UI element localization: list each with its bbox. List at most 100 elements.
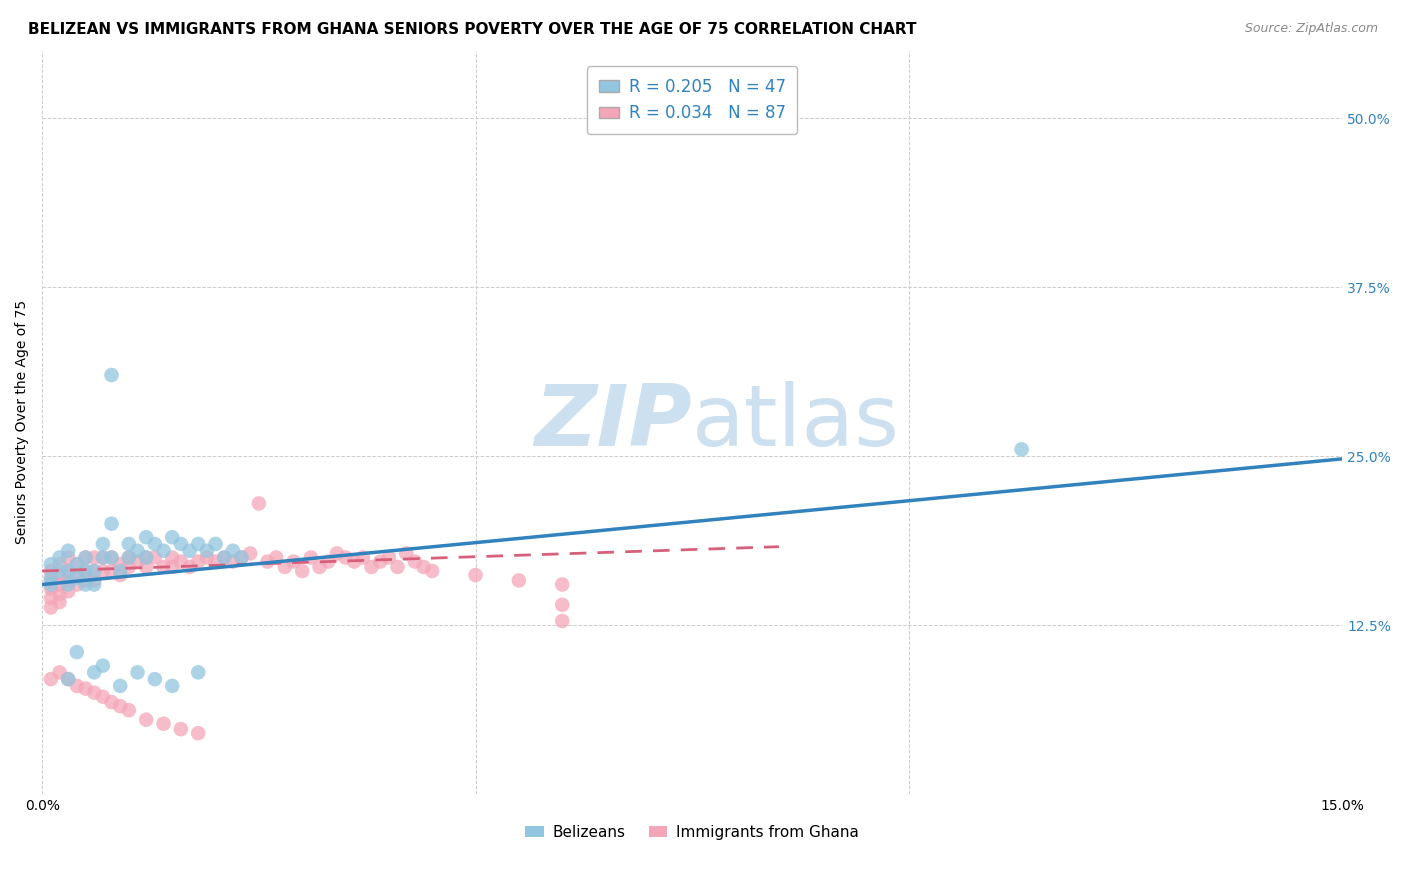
Point: [100, 550, 122, 565]
Point: [39, 591, 62, 605]
Point: [127, 555, 149, 569]
Point: [58, 543, 80, 558]
Point: [152, 716, 174, 731]
Point: [58, 584, 80, 599]
Point: [404, 555, 426, 569]
Point: [48, 564, 70, 578]
Point: [412, 560, 434, 574]
Point: [48, 558, 70, 572]
Point: [368, 555, 391, 569]
Point: [143, 672, 166, 686]
Point: [39, 571, 62, 585]
Text: atlas: atlas: [692, 381, 900, 464]
Point: [83, 564, 105, 578]
Point: [195, 550, 218, 565]
Point: [75, 574, 97, 588]
Point: [256, 555, 278, 569]
Point: [83, 665, 105, 680]
Point: [135, 713, 157, 727]
Point: [83, 550, 105, 565]
Point: [58, 550, 80, 565]
Point: [39, 600, 62, 615]
Point: [58, 672, 80, 686]
Point: [551, 614, 574, 628]
Point: [108, 568, 131, 582]
Legend: Belizeans, Immigrants from Ghana: Belizeans, Immigrants from Ghana: [519, 819, 865, 846]
Point: [58, 672, 80, 686]
Point: [222, 543, 245, 558]
Point: [239, 546, 262, 560]
Point: [83, 577, 105, 591]
Point: [135, 560, 157, 574]
Point: [135, 530, 157, 544]
Point: [75, 577, 97, 591]
Point: [108, 679, 131, 693]
Point: [66, 568, 89, 582]
Point: [160, 560, 183, 574]
Text: Source: ZipAtlas.com: Source: ZipAtlas.com: [1244, 22, 1378, 36]
Point: [352, 550, 374, 565]
Point: [160, 530, 183, 544]
Point: [108, 564, 131, 578]
Point: [100, 368, 122, 382]
Point: [326, 546, 349, 560]
Point: [58, 577, 80, 591]
Point: [127, 665, 149, 680]
Point: [143, 537, 166, 551]
Point: [75, 550, 97, 565]
Point: [66, 577, 89, 591]
Point: [231, 550, 253, 565]
Point: [508, 574, 530, 588]
Point: [58, 564, 80, 578]
Point: [48, 595, 70, 609]
Point: [83, 574, 105, 588]
Point: [66, 571, 89, 585]
Point: [39, 558, 62, 572]
Point: [283, 555, 305, 569]
Point: [152, 560, 174, 574]
Point: [83, 686, 105, 700]
Point: [66, 645, 89, 659]
Point: [100, 516, 122, 531]
Point: [464, 568, 486, 582]
Point: [247, 496, 270, 510]
Point: [118, 703, 141, 717]
Point: [118, 560, 141, 574]
Point: [160, 550, 183, 565]
Point: [91, 550, 114, 565]
Point: [118, 550, 141, 565]
Point: [66, 558, 89, 572]
Point: [143, 550, 166, 565]
Point: [48, 550, 70, 565]
Point: [39, 582, 62, 596]
Point: [395, 546, 418, 560]
Point: [75, 564, 97, 578]
Point: [179, 543, 201, 558]
Point: [108, 558, 131, 572]
Point: [335, 550, 357, 565]
Point: [204, 537, 226, 551]
Point: [39, 564, 62, 578]
Point: [212, 550, 235, 565]
Point: [316, 555, 339, 569]
Point: [66, 558, 89, 572]
Point: [58, 574, 80, 588]
Point: [91, 550, 114, 565]
Point: [170, 555, 193, 569]
Point: [135, 550, 157, 565]
Point: [170, 537, 193, 551]
Point: [58, 564, 80, 578]
Point: [100, 550, 122, 565]
Point: [83, 564, 105, 578]
Point: [187, 665, 209, 680]
Point: [91, 537, 114, 551]
Point: [135, 550, 157, 565]
Point: [212, 550, 235, 565]
Point: [551, 577, 574, 591]
Point: [118, 550, 141, 565]
Point: [343, 555, 366, 569]
Point: [75, 564, 97, 578]
Point: [48, 665, 70, 680]
Point: [152, 543, 174, 558]
Point: [48, 568, 70, 582]
